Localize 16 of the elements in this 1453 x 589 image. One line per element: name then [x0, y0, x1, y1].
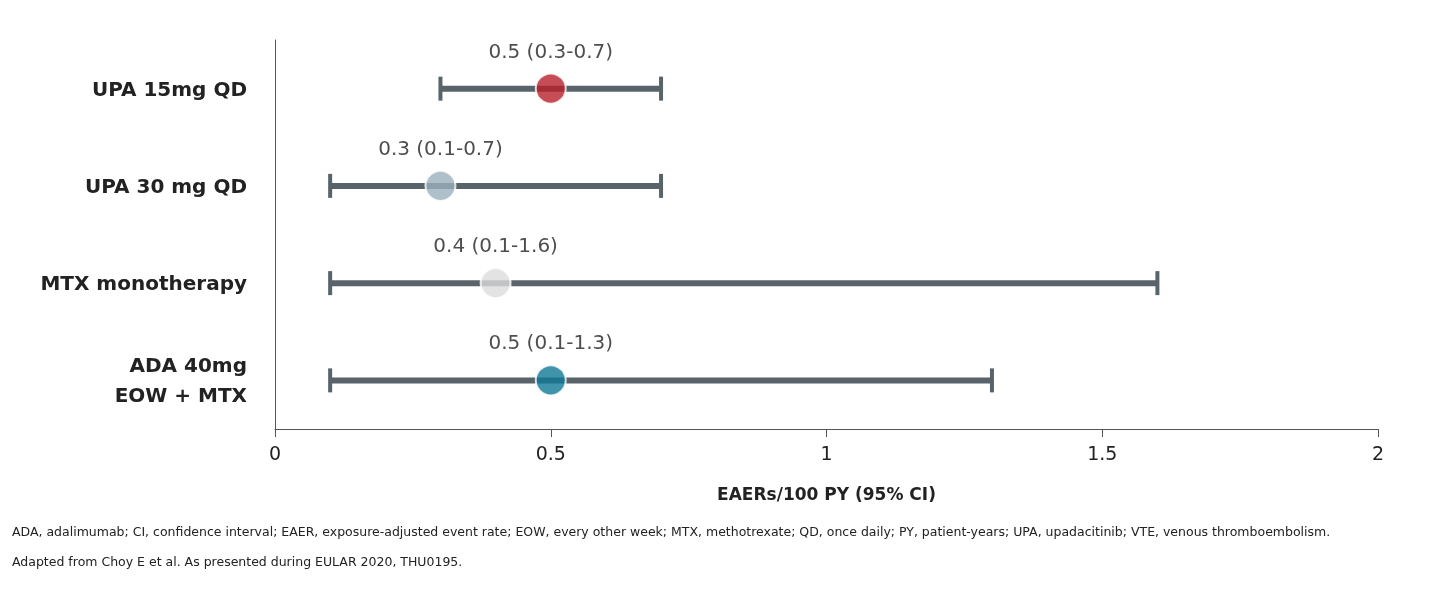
- y-tick-label: UPA 30 mg QD: [84, 173, 247, 198]
- y-tick-label: ADA 40mg EOW + MTX: [114, 353, 248, 408]
- text: ADA, adalimumab; CI, confidence interval; EAER, exposure-adjusted event rate; EOW, every other week; MTX, methotrexate; QD, once daily; PY, patient-years; UPA, upadacitinib; VTE, venous thromboembolism.: [12, 524, 1331, 539]
- y-tick-label: MTX monotherapy: [40, 271, 247, 296]
- text: Adapted from Choy E et al. As presented during EULAR 2020, THU0195.: [12, 554, 463, 569]
- x-tick-label: 1: [820, 441, 833, 464]
- data-label: 0.4 (0.1-1.6): [433, 233, 558, 258]
- data-label: 0.3 (0.1-0.7): [378, 135, 503, 160]
- data-label: 0.5 (0.1-1.3): [488, 330, 614, 355]
- x-axis-title: EAERs/100 PY (95% CI): [717, 483, 936, 504]
- x-tick-label: 0: [268, 441, 282, 464]
- x-tick-label: 0.5: [535, 441, 566, 464]
- x-tick-label: 2: [1371, 441, 1385, 464]
- y-tick-label: UPA 15mg QD: [91, 76, 247, 101]
- x-tick-label: 1.5: [1087, 441, 1118, 464]
- data-label: 0.5 (0.3-0.7): [488, 38, 614, 63]
